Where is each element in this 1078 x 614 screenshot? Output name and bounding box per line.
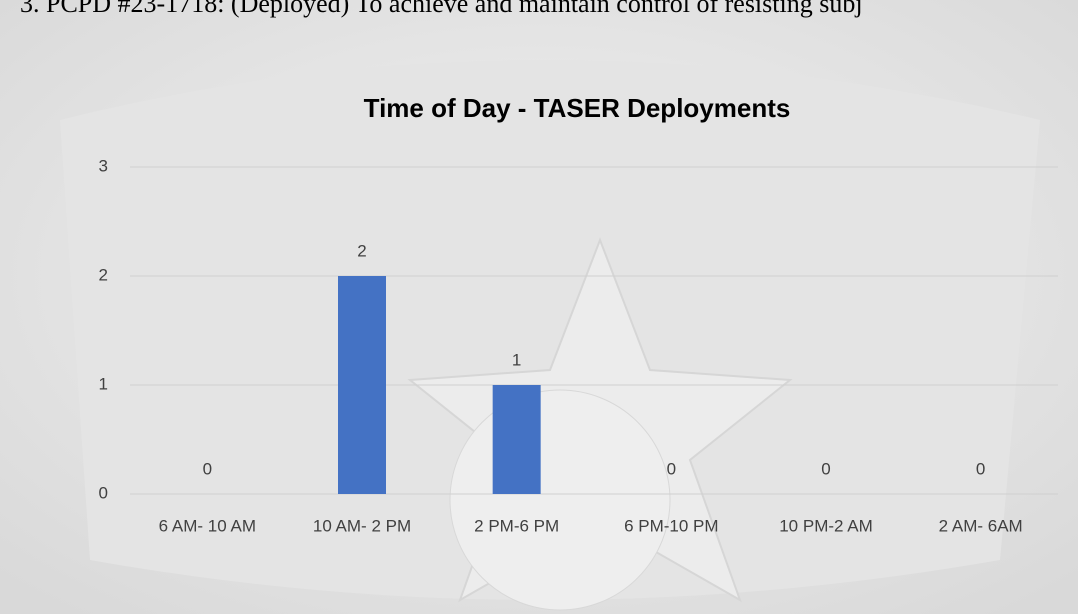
bar bbox=[492, 385, 541, 494]
y-tick-label: 0 bbox=[99, 483, 108, 502]
data-label: 1 bbox=[512, 350, 521, 369]
x-tick-label: 10 PM-2 AM bbox=[779, 516, 873, 535]
x-tick-label: 6 PM-10 PM bbox=[624, 516, 718, 535]
bar bbox=[338, 276, 386, 494]
chart-title: Time of Day - TASER Deployments bbox=[364, 93, 791, 123]
x-tick-label: 6 AM- 10 AM bbox=[159, 516, 256, 535]
document-line: 3. PCPD #23-1718: (Deployed) To achieve … bbox=[20, 0, 863, 18]
data-label: 0 bbox=[821, 459, 830, 478]
badge-watermark bbox=[60, 60, 1040, 600]
y-tick-label: 2 bbox=[99, 265, 108, 284]
data-label: 0 bbox=[203, 459, 212, 478]
x-tick-label: 10 AM- 2 PM bbox=[313, 516, 411, 535]
seal-watermark bbox=[449, 389, 671, 611]
x-tick-label: 2 AM- 6AM bbox=[939, 516, 1023, 535]
x-tick-label: 2 PM-6 PM bbox=[474, 516, 559, 535]
y-tick-label: 3 bbox=[99, 156, 108, 175]
data-label: 0 bbox=[667, 459, 676, 478]
data-label: 2 bbox=[357, 241, 366, 260]
y-tick-label: 1 bbox=[99, 374, 108, 393]
data-label: 0 bbox=[976, 459, 985, 478]
